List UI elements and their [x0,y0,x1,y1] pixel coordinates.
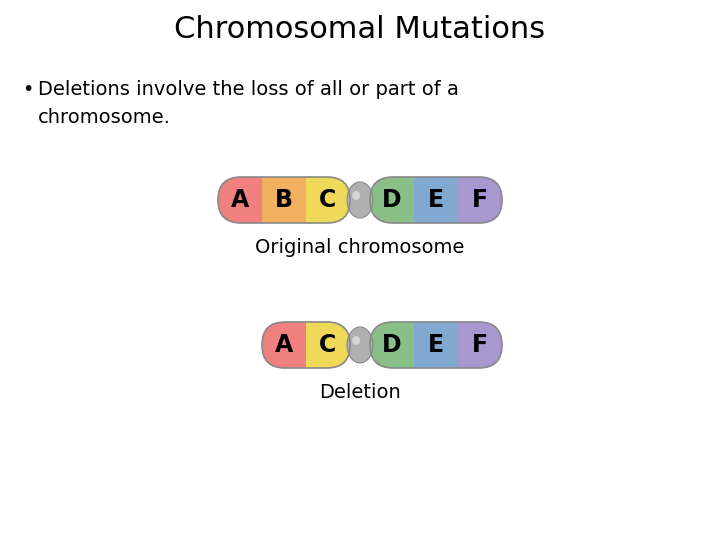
Ellipse shape [352,336,360,345]
Text: B: B [275,188,293,212]
Bar [414,322,458,368]
Bar [262,322,306,368]
Text: Deletions involve the loss of all or part of a
chromosome.: Deletions involve the loss of all or par… [38,80,459,127]
Ellipse shape [347,327,373,363]
Text: F: F [472,333,488,357]
Text: D: D [382,333,402,357]
Bar [306,177,350,223]
Bar [458,177,502,223]
Bar [370,322,414,368]
Text: D: D [382,188,402,212]
Bar [370,177,414,223]
Text: E: E [428,188,444,212]
Bar [458,322,502,368]
Bar [306,322,350,368]
Text: Deletion: Deletion [319,383,401,402]
PathPatch shape [262,322,350,368]
Bar [262,177,306,223]
Text: C: C [320,333,337,357]
PathPatch shape [370,177,502,223]
Text: Original chromosome: Original chromosome [256,238,464,257]
Text: C: C [320,188,337,212]
Text: •: • [22,80,33,99]
Ellipse shape [352,191,360,200]
Text: E: E [428,333,444,357]
Bar [218,177,262,223]
Text: A: A [275,333,293,357]
Text: Chromosomal Mutations: Chromosomal Mutations [174,16,546,44]
PathPatch shape [218,177,350,223]
Text: F: F [472,188,488,212]
PathPatch shape [370,322,502,368]
Text: A: A [231,188,249,212]
Ellipse shape [347,182,373,218]
Bar [414,177,458,223]
